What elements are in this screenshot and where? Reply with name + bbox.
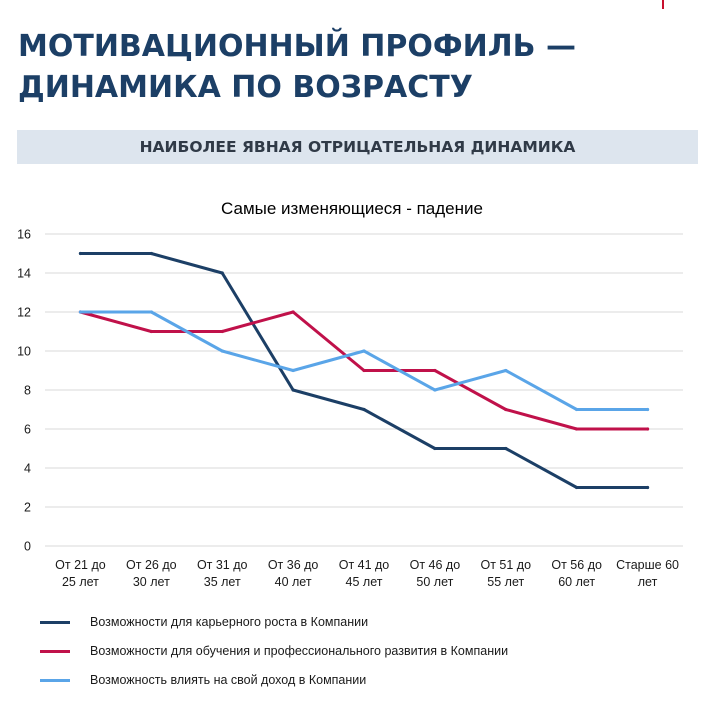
x-tick-label: От 51 до <box>481 558 532 572</box>
data-point <box>433 388 437 392</box>
data-point <box>504 446 508 451</box>
legend-item: Возможности для обучения и профессиональ… <box>40 641 508 661</box>
x-tick-label: 60 лет <box>558 575 595 589</box>
subtitle-band: НАИБОЛЕЕ ЯВНАЯ ОТРИЦАТЕЛЬНАЯ ДИНАМИКА <box>17 130 698 164</box>
data-point <box>149 310 153 314</box>
data-point <box>504 407 508 412</box>
page-title: МОТИВАЦИОННЫЙ ПРОФИЛЬ — ДИНАМИКА ПО ВОЗР… <box>18 26 576 108</box>
subtitle: НАИБОЛЕЕ ЯВНАЯ ОТРИЦАТЕЛЬНАЯ ДИНАМИКА <box>139 138 576 156</box>
chart-grid <box>45 233 683 547</box>
x-tick-label: От 26 до <box>126 558 177 572</box>
data-point <box>291 368 295 373</box>
y-tick-label: 6 <box>24 423 31 437</box>
data-point <box>433 446 437 451</box>
data-point <box>575 485 579 490</box>
x-tick-label: От 46 до <box>410 558 461 572</box>
data-point <box>575 427 579 431</box>
x-tick-label: От 36 до <box>268 558 319 572</box>
x-tick-label: 30 лет <box>133 575 170 589</box>
data-point <box>645 427 650 431</box>
data-point <box>78 251 83 256</box>
data-point <box>220 271 224 275</box>
y-tick-label: 12 <box>17 306 31 320</box>
data-point <box>362 368 366 373</box>
data-point <box>291 310 295 314</box>
legend-swatch <box>40 620 70 624</box>
data-point <box>149 251 153 256</box>
x-tick-label: 55 лет <box>487 575 524 589</box>
data-point <box>645 485 650 490</box>
page-title-line-1: МОТИВАЦИОННЫЙ ПРОФИЛЬ — <box>18 29 576 64</box>
data-point <box>645 407 650 412</box>
data-point <box>149 329 153 334</box>
x-tick-label: От 41 до <box>339 558 390 572</box>
y-tick-label: 10 <box>17 345 31 359</box>
legend-label: Возможность влиять на свой доход в Компа… <box>90 673 367 687</box>
y-tick-label: 8 <box>24 384 31 398</box>
series-line-3 <box>78 310 650 411</box>
data-point <box>220 329 224 334</box>
legend-swatch <box>40 678 70 682</box>
x-tick-label: 45 лет <box>346 575 383 589</box>
chart-title: Самые изменяющиеся - падение <box>221 199 483 218</box>
legend-item: Возможность влиять на свой доход в Компа… <box>40 670 366 690</box>
data-point <box>362 349 366 353</box>
data-point <box>362 407 366 412</box>
data-point <box>575 407 579 412</box>
x-tick-label: От 31 до <box>197 558 248 572</box>
legend-swatch <box>40 649 70 653</box>
series-lines <box>78 251 650 490</box>
page-title-line-2: ДИНАМИКА ПО ВОЗРАСТУ <box>18 70 473 105</box>
data-point <box>291 388 295 392</box>
data-point <box>78 310 83 314</box>
legend-label: Возможности для карьерного роста в Компа… <box>90 615 369 629</box>
data-point <box>433 368 437 373</box>
x-tick-label: От 56 до <box>551 558 602 572</box>
x-tick-label: 40 лет <box>275 575 312 589</box>
x-tick-label: От 21 до <box>55 558 106 572</box>
y-tick-label: 4 <box>24 462 31 476</box>
x-axis-ticks: От 21 до 25 лет От 26 до 30 лет От 31 до 35 л… <box>55 558 679 589</box>
accent-mark <box>662 0 664 9</box>
y-tick-label: 0 <box>24 540 31 554</box>
x-tick-label: Старше 60 <box>616 558 679 572</box>
x-tick-label: лет <box>638 575 658 589</box>
x-tick-label: 50 лет <box>416 575 453 589</box>
legend-item: Возможности для карьерного роста в Компа… <box>40 612 368 632</box>
y-axis-ticks: 0 2 4 6 8 10 12 14 16 <box>17 228 31 554</box>
x-tick-label: 25 лет <box>62 575 99 589</box>
legend-label: Возможности для обучения и профессиональ… <box>90 644 509 658</box>
x-tick-label: 35 лет <box>204 575 241 589</box>
data-point <box>504 368 508 373</box>
y-tick-label: 16 <box>17 228 31 242</box>
y-tick-label: 14 <box>17 267 31 281</box>
y-tick-label: 2 <box>24 501 31 515</box>
data-point <box>220 349 224 353</box>
